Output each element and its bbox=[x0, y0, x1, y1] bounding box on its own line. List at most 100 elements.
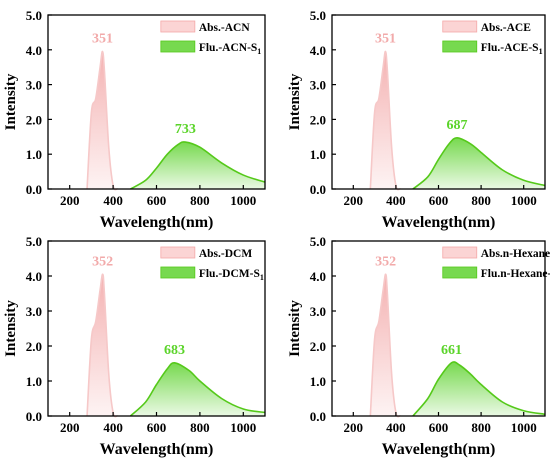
y-tick-label-3-0: 0.0 bbox=[26, 409, 42, 424]
x-tick-label-1-4: 1000 bbox=[230, 193, 256, 208]
flu-peak-label-1: 733 bbox=[175, 122, 196, 137]
y-tick-label-2-1: 1.0 bbox=[310, 147, 326, 162]
legend-text-flu-2: Flu.-ACE-S bbox=[481, 42, 539, 54]
x-tick-label-3-0: 200 bbox=[60, 420, 80, 435]
y-tick-label-3-5: 5.0 bbox=[26, 234, 42, 249]
legend-text-abs-1: Abs.-ACN bbox=[199, 22, 250, 34]
x-tick-label-2-3: 800 bbox=[471, 193, 491, 208]
x-axis-label-4: Wavelength(nm) bbox=[382, 441, 496, 458]
y-axis-label-3: Intensity bbox=[3, 300, 19, 357]
legend-text-abs-4: Abs.n-Hexane bbox=[481, 248, 550, 260]
legend-label-abs-3: Abs.-DCM bbox=[199, 248, 252, 260]
legend-subscript-flu-3: 1 bbox=[260, 273, 264, 282]
x-axis-label-1: Wavelength(nm) bbox=[100, 214, 214, 231]
x-axis-label-2: Wavelength(nm) bbox=[382, 214, 496, 231]
x-tick-label-4-1: 400 bbox=[386, 420, 406, 435]
y-tick-label-2-4: 4.0 bbox=[310, 43, 326, 58]
x-tick-label-4-3: 800 bbox=[471, 420, 491, 435]
abs-line-2 bbox=[369, 50, 401, 191]
flu-area-3 bbox=[130, 362, 265, 416]
legend-text-abs-2: Abs.-ACE bbox=[481, 22, 531, 34]
x-tick-label-3-4: 1000 bbox=[230, 420, 256, 435]
legend-label-flu-2: Flu.-ACE-S1 bbox=[481, 42, 543, 56]
x-tick-label-2-1: 400 bbox=[386, 193, 406, 208]
x-axis-label-3: Wavelength(nm) bbox=[100, 441, 214, 458]
y-axis-label-1: Intensity bbox=[3, 73, 19, 130]
x-tick-label-3-1: 400 bbox=[103, 420, 123, 435]
legend-swatch-abs-2 bbox=[442, 20, 478, 33]
y-tick-label-3-4: 4.0 bbox=[26, 269, 42, 284]
y-tick-label-3-2: 2.0 bbox=[26, 339, 42, 354]
chart-panel-1: 351 733 200 400 600 800 1000 0.0 1.0 2.0 3.0 4.0 5.0… bbox=[3, 8, 266, 231]
y-tick-label-4-4: 4.0 bbox=[310, 269, 326, 284]
y-axis-label-4: Intensity bbox=[287, 300, 303, 357]
x-tick-label-4-2: 600 bbox=[429, 420, 449, 435]
y-tick-label-3-3: 3.0 bbox=[26, 304, 42, 319]
x-tick-label-1-1: 400 bbox=[103, 193, 123, 208]
x-tick-label-4-0: 200 bbox=[344, 420, 364, 435]
abs-peak-label-1: 351 bbox=[92, 32, 113, 47]
legend-swatch-abs-3 bbox=[160, 246, 196, 259]
y-tick-label-4-1: 1.0 bbox=[310, 374, 326, 389]
legend-label-flu-1: Flu.-ACN-S1 bbox=[199, 42, 261, 56]
x-tick-label-2-4: 1000 bbox=[511, 193, 537, 208]
x-tick-label-4-4: 1000 bbox=[511, 420, 537, 435]
y-axis-label-2: Intensity bbox=[287, 73, 303, 130]
y-tick-label-4-2: 2.0 bbox=[310, 339, 326, 354]
legend-swatch-abs-4 bbox=[442, 246, 478, 259]
x-tick-label-2-2: 600 bbox=[429, 193, 449, 208]
flu-line-3 bbox=[129, 361, 266, 417]
flu-area-2 bbox=[412, 137, 545, 189]
y-tick-label-3-1: 1.0 bbox=[26, 374, 42, 389]
flu-line-1 bbox=[130, 141, 266, 190]
legend-swatch-abs-1 bbox=[160, 20, 196, 33]
legend-swatch-flu-1 bbox=[160, 40, 196, 53]
abs-area-3 bbox=[87, 274, 118, 417]
legend-label-abs-4: Abs.n-Hexane bbox=[481, 248, 550, 260]
legend-text-flu-3: Flu.-DCM-S bbox=[199, 268, 260, 280]
chart-panel-4: 352 661 200 400 600 800 1000 0.0 1.0 2.0 3.0 4.0 5.0… bbox=[287, 234, 550, 458]
y-tick-label-4-5: 5.0 bbox=[310, 234, 326, 249]
flu-line-2 bbox=[412, 137, 546, 190]
y-tick-label-2-0: 0.0 bbox=[310, 182, 326, 197]
legend-label-abs-1: Abs.-ACN bbox=[199, 22, 250, 34]
abs-line-1 bbox=[86, 50, 118, 191]
legend-text-flu-4: Flu.n-Hexane-S bbox=[481, 268, 550, 280]
y-tick-label-2-5: 5.0 bbox=[310, 8, 326, 23]
y-tick-label-1-1: 1.0 bbox=[26, 147, 42, 162]
y-tick-label-4-3: 3.0 bbox=[310, 304, 326, 319]
flu-area-4 bbox=[412, 361, 545, 416]
y-tick-label-1-0: 0.0 bbox=[26, 182, 42, 197]
abs-area-2 bbox=[370, 51, 401, 190]
abs-line-3 bbox=[86, 273, 118, 418]
flu-line-4 bbox=[412, 361, 546, 417]
x-tick-label-3-3: 800 bbox=[190, 420, 210, 435]
chart-panel-3: 352 683 200 400 600 800 1000 0.0 1.0 2.0 3.0 4.0 5.0… bbox=[3, 234, 266, 458]
legend-text-abs-3: Abs.-DCM bbox=[199, 248, 252, 260]
flu-peak-label-3: 683 bbox=[164, 343, 185, 358]
abs-peak-label-3: 352 bbox=[92, 254, 113, 269]
y-tick-label-1-3: 3.0 bbox=[26, 78, 42, 93]
legend-subscript-flu-1: 1 bbox=[257, 47, 261, 56]
y-tick-label-1-2: 2.0 bbox=[26, 112, 42, 127]
x-tick-label-2-0: 200 bbox=[344, 193, 364, 208]
abs-area-1 bbox=[87, 51, 118, 190]
legend-label-abs-2: Abs.-ACE bbox=[481, 22, 531, 34]
legend-subscript-flu-2: 1 bbox=[539, 47, 543, 56]
abs-peak-label-2: 351 bbox=[375, 32, 396, 47]
abs-area-4 bbox=[370, 274, 401, 417]
x-tick-label-1-2: 600 bbox=[147, 193, 167, 208]
flu-peak-label-2: 687 bbox=[447, 118, 468, 133]
x-tick-label-1-0: 200 bbox=[60, 193, 80, 208]
legend-text-flu-1: Flu.-ACN-S bbox=[199, 42, 257, 54]
y-tick-label-4-0: 0.0 bbox=[310, 409, 326, 424]
legend-label-flu-3: Flu.-DCM-S1 bbox=[199, 268, 264, 282]
chart-panel-2: 351 687 200 400 600 800 1000 0.0 1.0 2.0 3.0 4.0 5.0… bbox=[287, 8, 546, 231]
legend-swatch-flu-4 bbox=[442, 266, 478, 279]
y-tick-label-2-2: 2.0 bbox=[310, 112, 326, 127]
legend-swatch-flu-2 bbox=[442, 40, 478, 53]
y-tick-label-1-5: 5.0 bbox=[26, 8, 42, 23]
x-tick-label-1-3: 800 bbox=[190, 193, 210, 208]
flu-peak-label-4: 661 bbox=[441, 343, 462, 358]
